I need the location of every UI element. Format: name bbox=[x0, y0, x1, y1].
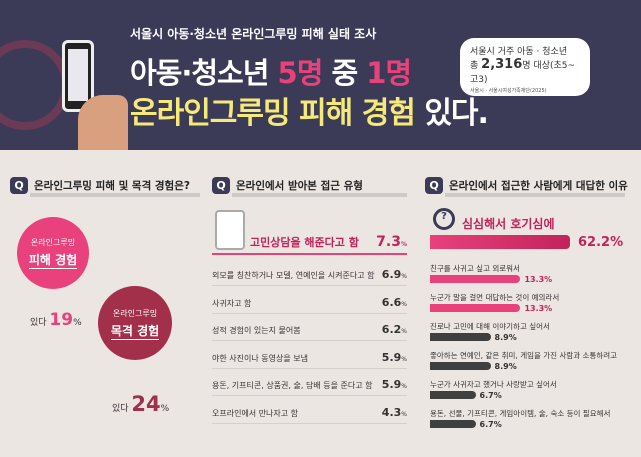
hand-illustration bbox=[78, 95, 128, 150]
approach-row: 용돈, 기프티콘, 상품권, 술, 담배 등을 준다고 함 5.9% bbox=[212, 378, 407, 391]
divider bbox=[212, 367, 407, 369]
victim-percent: 있다 19% bbox=[30, 310, 82, 330]
q-badge-icon: Q bbox=[10, 177, 28, 194]
divider bbox=[445, 193, 625, 197]
approach-row: 사귀자고 함 6.6% bbox=[212, 296, 407, 309]
reason-label: 좋아하는 연예인, 같은 취미, 게임을 가진 사람과 소통하려고 bbox=[430, 351, 618, 360]
smartphone-icon bbox=[62, 40, 94, 112]
survey-info-bubble: 서울시 거주 아동 · 청소년 총 2,316명 대상(초5~고3) 서울시 ·… bbox=[460, 38, 590, 96]
headline-line1: 아동·청소년 5명 중 1명 bbox=[130, 56, 412, 90]
divider bbox=[212, 395, 407, 396]
approach-label: 용돈, 기프티콘, 상품권, 술, 담배 등을 준다고 함 bbox=[212, 381, 373, 390]
header-banner: 서울시 아동·청소년 온라인그루밍 피해 실태 조사 아동·청소년 5명 중 1… bbox=[0, 0, 641, 150]
divider bbox=[212, 312, 407, 314]
approach-value: 5.9% bbox=[381, 350, 407, 364]
approach-value: 6.6% bbox=[381, 295, 407, 309]
approach-value: 6.2% bbox=[381, 323, 407, 336]
reason-label: 누군가 사귀자고 했거나 사랑받고 싶어서 bbox=[430, 380, 557, 389]
reason-value: 6.7% bbox=[479, 391, 502, 400]
approach-label: 성적 경험이 있는지 물어봄 bbox=[212, 326, 301, 335]
divider bbox=[212, 340, 407, 341]
reason-label: 진로나 고민에 대해 이야기하고 싶어서 bbox=[430, 322, 550, 331]
headline-line2: 온라인그루밍 피해 경험 있다. bbox=[130, 96, 489, 131]
approach-row: 오프라인에서 만나자고 함 4.3% bbox=[212, 406, 407, 419]
approach-label: 외모를 칭찬하거나 모델, 연예인을 시켜준다고 함 bbox=[212, 271, 375, 280]
q3-heading: Q 온라인에서 접근한 사람에게 대답한 이유 bbox=[425, 177, 628, 194]
chat-phone-icon bbox=[215, 210, 245, 250]
reason-bar bbox=[430, 275, 521, 283]
approach-label: 사귀자고 함 bbox=[212, 298, 252, 308]
reason-bar bbox=[430, 420, 476, 428]
approach-row: 외모를 칭찬하거나 모델, 연예인을 시켜준다고 함 6.9% bbox=[212, 268, 407, 281]
approach-row: 성적 경험이 있는지 물어봄 6.2% bbox=[212, 323, 407, 336]
reason-bar bbox=[430, 333, 491, 341]
reason-value: 8.9% bbox=[494, 362, 517, 371]
bar-top-reason bbox=[430, 235, 570, 249]
top-approach-row: 고민상담을 해준다고 함 7.3% bbox=[250, 234, 407, 250]
divider bbox=[212, 285, 407, 286]
reason-label: 용돈, 선물, 기프티콘, 게임아이템, 술, 숙소 등이 필요해서 bbox=[430, 409, 611, 418]
victim-circle: 온라인그루밍 피해 경험 bbox=[17, 217, 89, 289]
approach-label: 야한 사진이나 동영상을 보냄 bbox=[212, 353, 308, 363]
divider bbox=[30, 193, 200, 197]
reason-bar bbox=[430, 391, 476, 399]
approach-row: 야한 사진이나 동영상을 보냄 5.9% bbox=[212, 351, 407, 364]
reason-bar bbox=[430, 304, 521, 312]
reason-value: 6.7% bbox=[479, 420, 502, 429]
divider bbox=[232, 193, 407, 197]
approach-label: 오프라인에서 만나자고 함 bbox=[212, 408, 299, 418]
divider bbox=[212, 422, 407, 424]
approach-value: 4.3% bbox=[381, 405, 407, 419]
question-magnifier-icon: ? bbox=[433, 208, 455, 230]
reason-label: 친구를 사귀고 싶고 외로워서 bbox=[430, 264, 520, 273]
approach-value: 6.9% bbox=[381, 268, 407, 281]
reason-value: 13.3% bbox=[524, 275, 553, 284]
q1-heading: Q 온라인그루밍 피해 및 목격 경험은? bbox=[10, 177, 190, 194]
prohibited-icon bbox=[0, 40, 70, 130]
witness-circle: 온라인그루밍 목격 경험 bbox=[98, 286, 172, 360]
q-badge-icon: Q bbox=[212, 177, 230, 194]
q2-heading: Q 온라인에서 받아본 접근 유형 bbox=[212, 177, 363, 194]
reason-value: 8.9% bbox=[494, 333, 517, 342]
witness-percent: 있다 24% bbox=[112, 392, 170, 416]
q-badge-icon: Q bbox=[425, 177, 443, 194]
survey-subtitle: 서울시 아동·청소년 온라인그루밍 피해 실태 조사 bbox=[130, 27, 377, 41]
divider bbox=[212, 253, 407, 255]
top-reason-label: 심심해서 호기심에 bbox=[462, 217, 555, 231]
value-top-reason: 62.2% bbox=[578, 235, 624, 250]
reason-label: 누군가 말을 걸면 대답하는 것이 예의라서 bbox=[430, 293, 560, 302]
reason-bar bbox=[430, 362, 491, 370]
reason-value: 13.3% bbox=[524, 304, 553, 313]
approach-value: 5.9% bbox=[381, 378, 407, 391]
